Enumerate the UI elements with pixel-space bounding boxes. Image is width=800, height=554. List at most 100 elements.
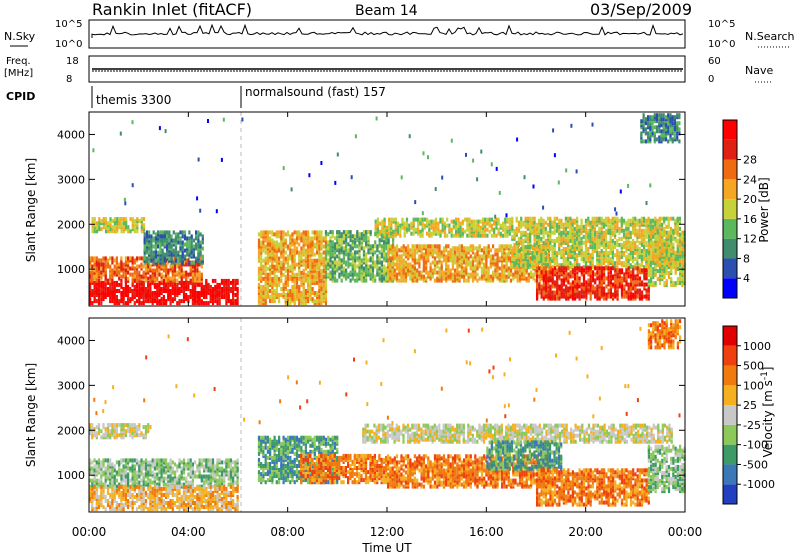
power-cell <box>487 270 490 275</box>
power-cell <box>440 264 443 269</box>
power-cell <box>526 216 529 221</box>
power-cell <box>556 296 559 301</box>
power-cell <box>162 274 165 279</box>
power-cell <box>618 226 621 231</box>
power-cell <box>214 299 217 304</box>
power-cell <box>271 256 274 261</box>
power-cell <box>385 252 388 257</box>
power-cell <box>553 290 557 295</box>
power-cell <box>309 293 312 297</box>
power-cell <box>153 282 156 287</box>
power-cell <box>407 270 410 275</box>
power-cell <box>232 297 235 302</box>
power-cell <box>531 251 534 255</box>
power-cell <box>422 264 425 269</box>
power-cell <box>271 248 274 253</box>
power-cell <box>544 226 547 231</box>
power-cell <box>445 270 448 275</box>
power-cell <box>192 244 195 249</box>
power-cell <box>264 244 267 249</box>
power-cell <box>181 258 184 263</box>
power-cell <box>640 232 643 237</box>
power-cell <box>329 274 332 279</box>
power-cell <box>93 287 96 291</box>
power-cell <box>392 217 395 222</box>
power-cell <box>562 261 565 266</box>
power-cell <box>183 254 187 259</box>
power-cell <box>526 245 529 249</box>
power-cell <box>399 223 402 228</box>
power-cell <box>569 220 572 225</box>
power-cell <box>369 264 372 269</box>
power-cell <box>622 232 626 237</box>
nsky-strip-frame <box>88 19 686 49</box>
power-cell <box>447 250 450 255</box>
power-cell <box>320 274 323 279</box>
power-cell <box>280 250 283 255</box>
power-cell <box>558 292 561 297</box>
power-cell <box>122 287 125 291</box>
power-cell <box>135 289 139 293</box>
power-cell <box>524 245 527 249</box>
power-cell <box>392 229 395 234</box>
power-cell <box>383 240 386 245</box>
power-cell <box>609 230 612 235</box>
power-cell <box>551 245 554 249</box>
power-cell <box>179 248 182 253</box>
power-cell <box>104 282 107 287</box>
power-cell <box>264 287 267 291</box>
power-cell <box>580 251 583 255</box>
power-cell <box>347 230 350 235</box>
power-cell <box>436 270 439 275</box>
power-cell <box>369 250 372 255</box>
power-cell <box>340 232 343 237</box>
power-cell <box>609 218 612 223</box>
power-cell <box>438 266 441 271</box>
power-cell <box>131 217 134 222</box>
power-cell <box>309 236 312 241</box>
power-cell <box>544 270 548 275</box>
power-cell <box>142 223 146 228</box>
power-cell <box>455 221 458 226</box>
power-cell <box>142 270 145 275</box>
power-cell <box>419 229 422 234</box>
power-cell <box>351 260 354 265</box>
power-cell <box>187 287 190 291</box>
power-cell <box>478 244 481 249</box>
power-cell <box>645 249 648 253</box>
power-cell <box>118 217 121 222</box>
power-cell <box>511 234 514 239</box>
power-cell <box>107 229 110 234</box>
power-cell <box>275 289 278 293</box>
power-cell <box>115 295 118 299</box>
power-cell <box>318 297 321 302</box>
power-cell <box>551 268 554 273</box>
power-cell <box>438 270 441 275</box>
power-cell <box>275 264 278 269</box>
power-cell <box>629 222 632 227</box>
power-cell <box>544 266 548 271</box>
power-cell <box>257 238 261 243</box>
power-cell <box>394 225 397 230</box>
power-cell <box>116 221 119 226</box>
power-cell <box>393 262 396 267</box>
power-cell <box>177 232 180 237</box>
power-cell <box>578 280 581 285</box>
power-cell <box>187 295 190 299</box>
power-cell <box>271 242 274 247</box>
power-cell <box>669 226 673 231</box>
power-cell <box>282 262 285 267</box>
power-cell <box>413 244 416 249</box>
power-cell <box>607 216 610 221</box>
power-cell <box>289 293 292 297</box>
power-cell <box>381 225 384 230</box>
power-cell <box>489 260 492 265</box>
power-cell <box>304 238 307 243</box>
power-cell <box>282 272 285 277</box>
power-cell <box>194 297 197 302</box>
power-cell <box>486 221 489 226</box>
power-cell <box>324 266 328 271</box>
power-cell <box>113 287 116 291</box>
power-cell <box>140 217 143 222</box>
power-cell <box>307 248 310 253</box>
